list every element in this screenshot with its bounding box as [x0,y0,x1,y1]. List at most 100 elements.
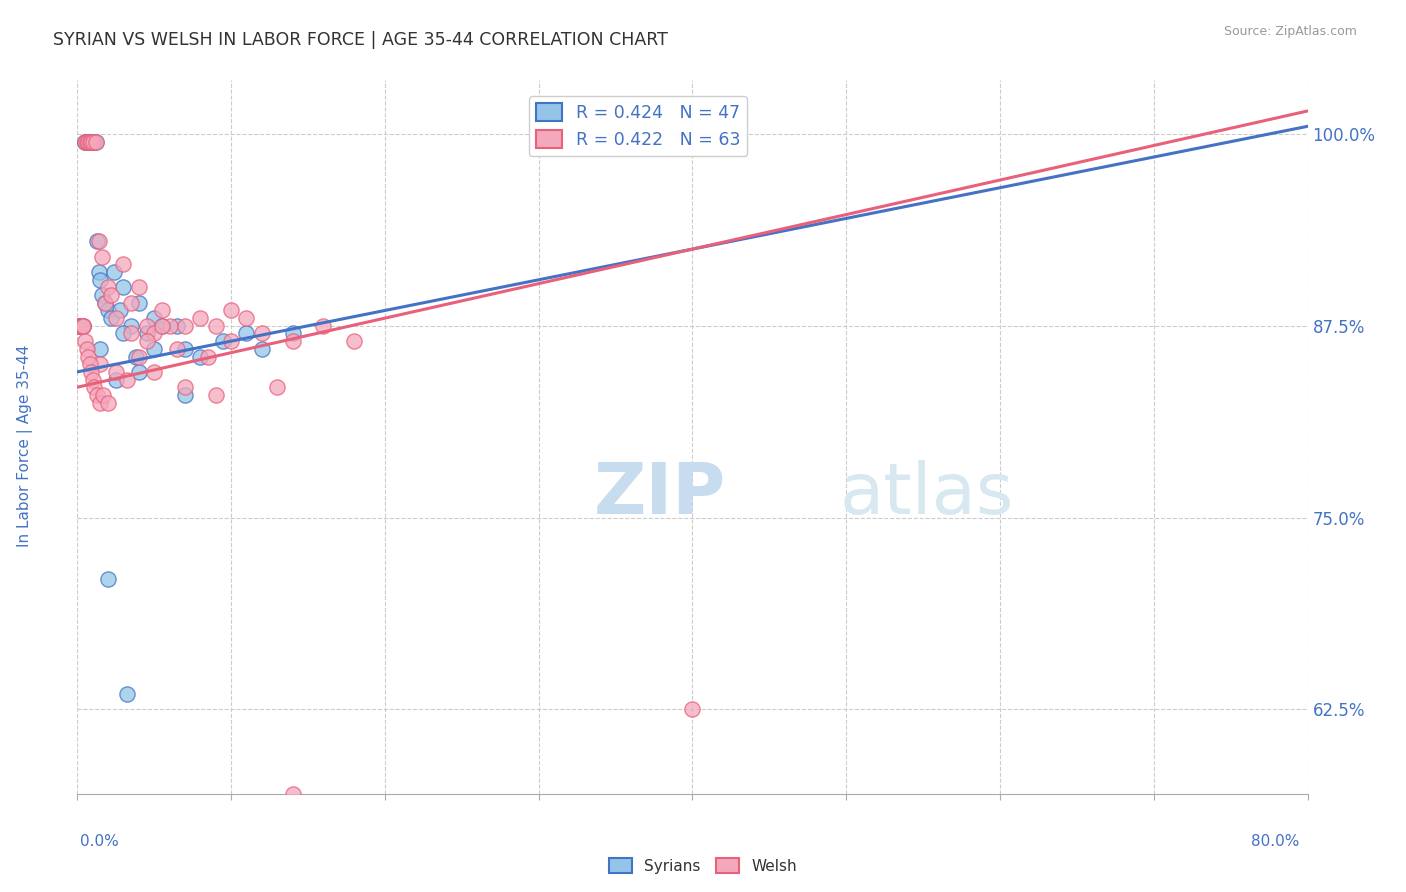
Point [97,280,120,294]
Point [89,357,111,371]
Point [150,318,173,333]
Point [70,318,93,333]
Point [73,135,96,149]
Point [89,395,111,409]
Point [188,350,212,364]
Point [82,135,104,149]
Point [73,135,96,149]
Point [128,280,150,294]
Point [80,365,103,379]
Point [79,135,101,149]
Point [72,318,94,333]
Point [174,388,197,402]
Point [281,787,304,801]
Point [100,311,122,326]
Point [143,311,166,326]
Point [174,342,197,356]
Point [72,318,94,333]
Point [150,303,173,318]
Point [89,273,111,287]
Point [166,318,188,333]
Point [79,135,101,149]
Point [135,318,157,333]
Point [97,395,120,409]
Legend: R = 0.424   N = 47, R = 0.422   N = 63: R = 0.424 N = 47, R = 0.422 N = 63 [529,96,747,156]
Point [70,318,93,333]
Point [77,135,100,149]
Point [82,372,104,386]
Point [120,326,142,341]
Point [76,135,98,149]
Point [83,380,105,394]
Point [100,288,122,302]
Point [120,318,142,333]
Legend: Syrians, Welsh: Syrians, Welsh [603,852,803,880]
Point [135,334,157,348]
Point [250,342,273,356]
Point [94,295,117,310]
Point [204,318,226,333]
Point [128,295,150,310]
Point [343,334,366,348]
Point [69,318,91,333]
Text: SYRIAN VS WELSH IN LABOR FORCE | AGE 35-44 CORRELATION CHART: SYRIAN VS WELSH IN LABOR FORCE | AGE 35-… [53,31,668,49]
Point [77,350,100,364]
Point [204,388,226,402]
Point [80,135,103,149]
Point [83,135,105,149]
Point [135,326,157,341]
Point [250,326,273,341]
Point [150,318,173,333]
Point [67,318,90,333]
Point [143,365,166,379]
Point [80,135,103,149]
Point [128,365,150,379]
Point [84,135,107,149]
Point [72,318,94,333]
Text: 80.0%: 80.0% [1251,834,1299,849]
Point [90,250,114,264]
Text: 0.0%: 0.0% [80,834,120,849]
Point [97,303,120,318]
Point [188,311,212,326]
Point [281,326,304,341]
Point [87,265,110,279]
Point [76,342,98,356]
Point [281,334,304,348]
Point [90,288,114,302]
Point [67,318,90,333]
Text: In Labor Force | Age 35-44: In Labor Force | Age 35-44 [17,345,34,547]
Point [73,135,96,149]
Point [112,326,135,341]
Point [112,280,135,294]
Point [219,334,242,348]
Point [104,365,127,379]
Point [128,350,150,364]
Point [104,311,127,326]
Point [82,135,104,149]
Point [235,326,257,341]
Point [69,318,91,333]
Text: ZIP: ZIP [595,459,727,529]
Point [72,318,94,333]
Point [86,235,108,249]
Point [77,135,100,149]
Point [73,334,96,348]
Point [69,318,91,333]
Point [159,318,181,333]
Point [94,295,117,310]
Point [103,265,125,279]
Point [70,318,93,333]
Point [197,350,219,364]
Point [110,303,132,318]
Point [70,318,93,333]
Point [219,303,242,318]
Point [235,311,257,326]
Point [143,342,166,356]
Point [682,702,704,716]
Point [76,135,98,149]
Point [125,350,148,364]
Point [86,388,108,402]
Point [69,318,91,333]
Point [104,372,127,386]
